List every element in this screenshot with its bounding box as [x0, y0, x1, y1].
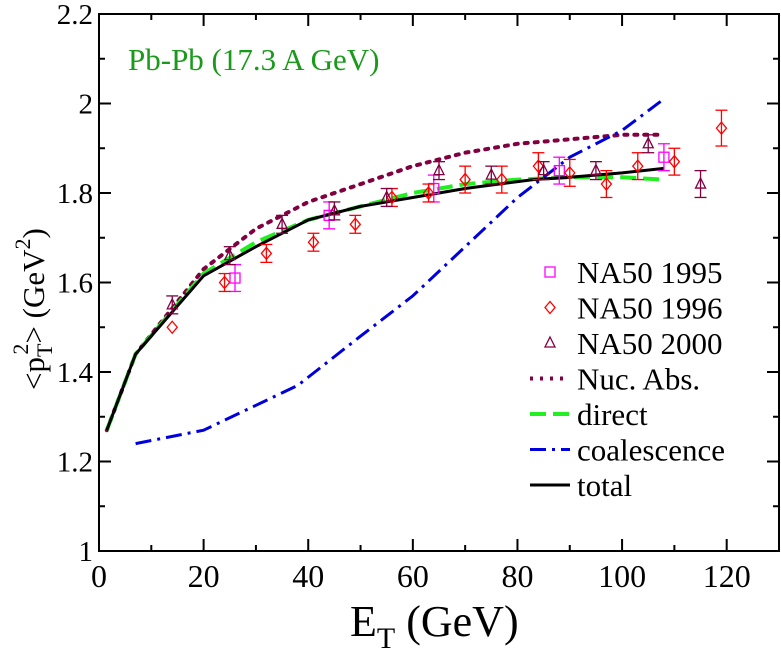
y-tick-label: 2: [79, 89, 94, 121]
legend-item: NA50 1996: [544, 291, 723, 326]
legend-label: total: [577, 468, 632, 503]
data-point: [668, 154, 681, 169]
data-point: [307, 235, 320, 250]
plot-frame: 0 20 40 60 80 100 120 1 1.2 1.4 1.6 1.8 2 2.2: [57, 0, 780, 594]
y-axis-label: <pT2> (GeV2): [8, 228, 57, 390]
data-point: [380, 190, 393, 203]
y-tick-label: 1.6: [57, 268, 93, 300]
x-label-sub: T: [377, 622, 395, 655]
y-label-sub: T: [32, 343, 57, 357]
data-point: [166, 320, 179, 335]
data-point: [276, 216, 289, 229]
data-point: [589, 163, 602, 176]
legend-label: NA50 1995: [577, 255, 723, 290]
series-points-na50-1996: [166, 109, 728, 335]
y-tick-label: 1.8: [57, 178, 93, 210]
x-tick-label: 60: [397, 558, 429, 594]
data-point: [328, 203, 341, 216]
x-tick-label: 40: [292, 558, 324, 594]
data-point: [432, 163, 446, 176]
legend-item: total: [530, 468, 632, 503]
legend-item: NA50 1995: [544, 255, 723, 290]
axis-ticks: [98, 13, 779, 552]
legend-item: Nuc. Abs.: [530, 362, 700, 397]
data-point: [422, 185, 435, 201]
data-point: [459, 172, 471, 187]
svg-text:ET (GeV): ET (GeV): [350, 597, 519, 655]
y-label-unit: (GeV: [16, 249, 51, 326]
x-tick-label: 100: [598, 558, 646, 594]
data-point: [532, 159, 545, 174]
data-point: [715, 121, 728, 136]
y-tick-label: 1.2: [57, 447, 93, 479]
x-label-main: E: [350, 597, 377, 646]
y-tick-label: 1.4: [57, 357, 94, 389]
legend-label: NA50 1996: [577, 291, 723, 326]
series-line-nuc-abs: [104, 132, 666, 433]
data-point: [600, 177, 613, 192]
data-point: [537, 163, 550, 176]
x-label-unit: (GeV): [395, 597, 518, 646]
data-point: [658, 151, 670, 163]
y-label-close: >: [16, 326, 51, 343]
data-point: [642, 136, 655, 149]
legend-item: NA50 2000: [543, 326, 723, 361]
data-point: [631, 159, 644, 174]
y-tick-label: 2.2: [57, 0, 93, 31]
data-point: [495, 172, 508, 187]
data-point: [694, 176, 707, 189]
x-tick-label: 120: [703, 558, 751, 594]
x-tick-label: 0: [91, 558, 107, 594]
y-tick-label: 1: [79, 536, 94, 568]
y-label-unit-close: ): [16, 228, 51, 238]
legend-marker: [543, 335, 557, 348]
data-point: [553, 164, 565, 177]
data-point: [563, 165, 576, 180]
svg-text:<pT2> (GeV2): <pT2> (GeV2): [8, 228, 57, 390]
data-point: [166, 297, 179, 310]
plot-area: [104, 97, 728, 446]
data-point: [223, 248, 236, 261]
data-point: [349, 217, 362, 232]
series-line-coalescence: [135, 97, 665, 446]
legend-marker: [544, 266, 556, 278]
legend-item: coalescence: [530, 433, 725, 468]
y-label-open: <p: [16, 357, 51, 390]
x-tick-label: 80: [501, 558, 533, 594]
y-label-sup: 2: [8, 344, 33, 355]
legend-label: coalescence: [577, 433, 725, 468]
series-points-na50-2000: [166, 134, 707, 315]
data-point: [218, 275, 231, 290]
data-point: [260, 246, 273, 261]
system-annotation: Pb-Pb (17.3 A GeV): [128, 42, 379, 77]
legend-label: Nuc. Abs.: [577, 362, 700, 397]
tick-labels: 0 20 40 60 80 100 120 1 1.2 1.4 1.6 1.8 2 2.2: [57, 0, 751, 594]
legend-item: direct: [530, 397, 648, 432]
x-tick-label: 20: [188, 558, 220, 594]
data-point: [229, 272, 241, 284]
data-point: [485, 167, 498, 180]
legend-label: NA50 2000: [577, 326, 723, 361]
legend-label: direct: [577, 397, 648, 432]
y-label-unit-sup: 2: [10, 238, 35, 249]
x-axis-label: ET (GeV): [350, 597, 519, 655]
legend-marker: [544, 300, 556, 315]
